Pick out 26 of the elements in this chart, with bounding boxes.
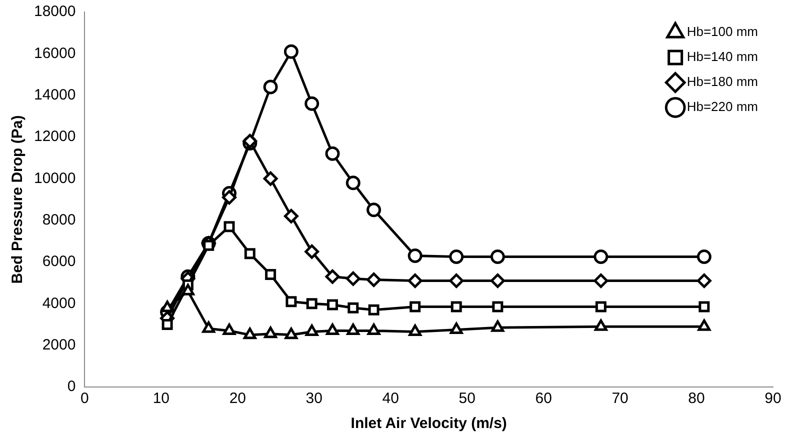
x-tick-label: 60	[535, 390, 552, 408]
y-tick-label: 4000	[42, 294, 76, 312]
y-tick-label: 16000	[34, 44, 76, 62]
y-tick-label: 6000	[42, 253, 76, 270]
x-tick-label: 10	[152, 390, 170, 408]
y-tick-label: 12000	[34, 128, 76, 146]
x-axis-title: Inlet Air Velocity (m/s)	[350, 415, 507, 432]
x-tick-label: 50	[458, 390, 476, 408]
x-tick-label: 0	[80, 390, 89, 408]
y-tick-label: 2000	[42, 336, 76, 354]
legend-label: Hb=100 mm	[686, 24, 758, 40]
legend-label: Hb=220 mm	[686, 99, 758, 114]
legend-label: Hb=140 mm	[686, 49, 758, 64]
x-tick-label: 80	[688, 390, 705, 408]
y-tick-label: 8000	[42, 211, 76, 228]
x-tick-label: 40	[382, 390, 399, 408]
x-tick-label: 70	[612, 390, 628, 408]
y-tick-label: 10000	[34, 170, 76, 187]
y-tick-label: 14000	[34, 86, 76, 104]
legend-label: Hb=180 mm	[686, 74, 758, 90]
y-axis-title: Bed Pressure Drop (Pa)	[9, 115, 26, 284]
y-tick-label: 18000	[34, 3, 76, 20]
x-tick-label: 20	[229, 390, 246, 408]
x-tick-label: 30	[306, 390, 322, 408]
x-tick-label: 90	[764, 390, 782, 408]
y-tick-label: 0	[67, 378, 76, 396]
